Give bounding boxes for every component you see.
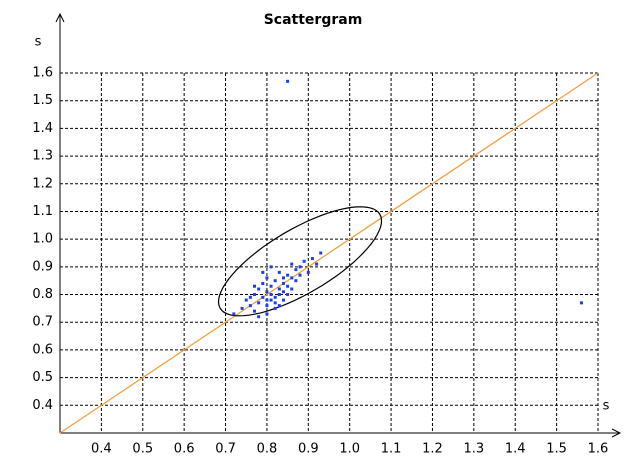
point bbox=[281, 276, 285, 280]
point bbox=[310, 257, 314, 261]
point bbox=[290, 262, 294, 266]
point bbox=[286, 79, 290, 83]
x-tick-label: 0.8 bbox=[257, 442, 278, 457]
point bbox=[277, 270, 281, 274]
x-tick-label: 1.0 bbox=[339, 442, 360, 457]
point bbox=[253, 284, 257, 288]
y-tick-label: 1.0 bbox=[32, 232, 53, 247]
point bbox=[273, 301, 277, 305]
point bbox=[286, 273, 290, 277]
x-tick-label: 1.6 bbox=[588, 442, 609, 457]
point bbox=[265, 312, 269, 316]
point bbox=[281, 290, 285, 294]
point bbox=[257, 301, 261, 305]
point bbox=[257, 287, 261, 291]
point bbox=[290, 287, 294, 291]
y-axis-arrow bbox=[55, 12, 65, 23]
y-tick-label: 1.5 bbox=[32, 93, 53, 108]
point bbox=[290, 276, 294, 280]
point bbox=[277, 293, 281, 297]
point bbox=[253, 309, 257, 313]
point bbox=[319, 251, 323, 255]
point bbox=[298, 273, 302, 277]
y-tick-label: 0.6 bbox=[32, 342, 53, 357]
point bbox=[277, 287, 281, 291]
x-axis-label: s bbox=[603, 399, 610, 414]
point bbox=[273, 295, 277, 299]
point bbox=[286, 284, 290, 288]
x-tick-label: 0.9 bbox=[298, 442, 319, 457]
point bbox=[248, 304, 252, 308]
y-tick-label: 1.3 bbox=[32, 149, 53, 164]
y-tick-label: 0.9 bbox=[32, 259, 53, 274]
point bbox=[265, 276, 269, 280]
point bbox=[269, 284, 273, 288]
x-axis-arrow bbox=[611, 428, 622, 438]
point bbox=[269, 293, 273, 297]
x-tick-label: 0.5 bbox=[132, 442, 153, 457]
y-tick-label: 0.4 bbox=[32, 398, 53, 413]
y-tick-label: 1.6 bbox=[32, 66, 53, 81]
y-tick-label: 0.8 bbox=[32, 287, 53, 302]
y-tick-label: 1.4 bbox=[32, 121, 53, 136]
point bbox=[277, 304, 281, 308]
point bbox=[273, 306, 277, 310]
x-tick-label: 1.1 bbox=[381, 442, 402, 457]
x-tick-label: 0.6 bbox=[174, 442, 195, 457]
point bbox=[261, 281, 265, 285]
point bbox=[306, 270, 310, 274]
x-tick-label: 1.2 bbox=[422, 442, 443, 457]
point bbox=[294, 268, 298, 272]
y-tick-label: 1.1 bbox=[32, 204, 53, 219]
point bbox=[265, 290, 269, 294]
point bbox=[315, 262, 319, 266]
point bbox=[269, 298, 273, 302]
x-tick-label: 1.5 bbox=[546, 442, 567, 457]
point bbox=[302, 259, 306, 263]
point bbox=[281, 298, 285, 302]
point bbox=[240, 306, 244, 310]
point bbox=[294, 279, 298, 283]
point bbox=[232, 312, 236, 316]
y-tick-label: 0.7 bbox=[32, 315, 53, 330]
point bbox=[273, 279, 277, 283]
point bbox=[257, 315, 261, 319]
point bbox=[261, 270, 265, 274]
point bbox=[248, 295, 252, 299]
point bbox=[286, 293, 290, 297]
x-tick-label: 1.4 bbox=[505, 442, 526, 457]
reference-line bbox=[59, 72, 599, 434]
ellipse bbox=[217, 206, 383, 317]
x-tick-label: 0.4 bbox=[91, 442, 112, 457]
point bbox=[253, 293, 257, 297]
x-tick-label: 0.7 bbox=[215, 442, 236, 457]
y-tick-label: 0.5 bbox=[32, 370, 53, 385]
point bbox=[265, 298, 269, 302]
point bbox=[261, 295, 265, 299]
point bbox=[579, 301, 583, 305]
y-tick-label: 1.2 bbox=[32, 176, 53, 191]
axes bbox=[55, 12, 622, 438]
point bbox=[269, 265, 273, 269]
chart-title: Scattergram bbox=[264, 12, 363, 28]
point bbox=[265, 304, 269, 308]
point bbox=[281, 281, 285, 285]
x-tick-label: 1.3 bbox=[464, 442, 485, 457]
point bbox=[244, 298, 248, 302]
point bbox=[298, 265, 302, 269]
y-axis-label: s bbox=[35, 35, 42, 50]
